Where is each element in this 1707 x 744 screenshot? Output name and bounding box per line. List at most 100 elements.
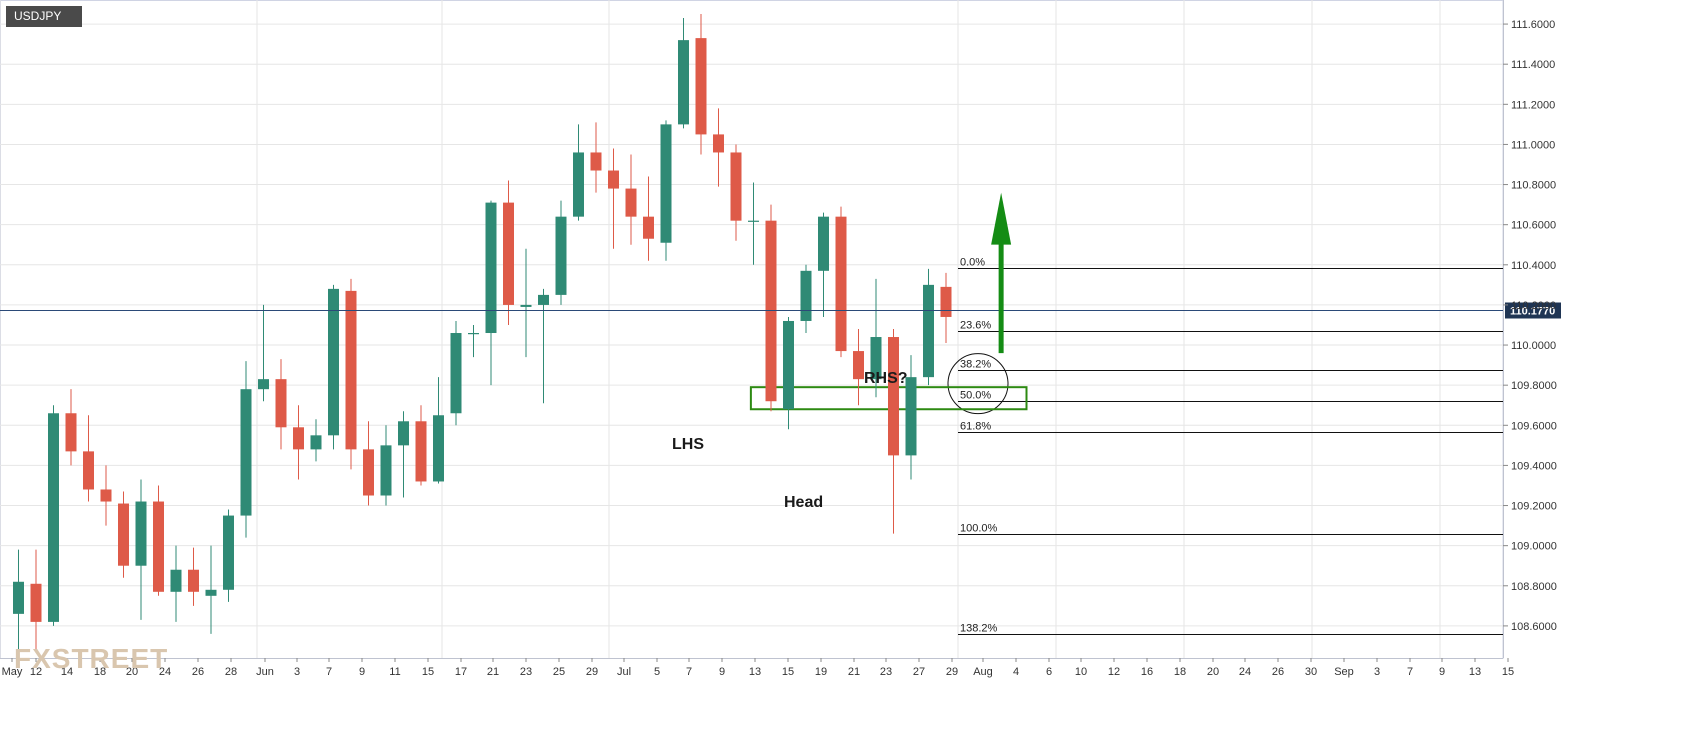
candle-body xyxy=(328,288,339,436)
candle-up xyxy=(748,182,759,265)
candle-down xyxy=(608,148,619,249)
candle-up xyxy=(223,509,234,602)
candle-up xyxy=(450,320,462,426)
watermark-logo: FXSTREET xyxy=(14,643,168,674)
price-tick-label: 110.2000 xyxy=(1511,300,1556,312)
candle-body xyxy=(363,449,374,496)
time-tick-label: 15 xyxy=(782,666,794,678)
candle-body xyxy=(695,38,707,135)
candle-down xyxy=(65,389,77,466)
time-tick-label: 4 xyxy=(1013,666,1019,678)
candle-down xyxy=(853,329,864,406)
symbol-badge[interactable]: USDJPY xyxy=(6,6,82,27)
time-tick-label: 16 xyxy=(1141,666,1153,678)
candle-up xyxy=(468,324,479,358)
candle-down xyxy=(940,272,952,344)
time-tick-label: 7 xyxy=(326,666,332,678)
time-tick-label: 12 xyxy=(1108,666,1120,678)
current-price-line: 110.1770 xyxy=(0,302,1561,319)
candle-up xyxy=(135,479,147,620)
candle-body xyxy=(100,489,112,502)
price-tick-label: 108.6000 xyxy=(1511,621,1557,633)
fib-level-label: 61.8% xyxy=(960,421,991,433)
candle-down xyxy=(118,491,129,578)
time-tick-label: 10 xyxy=(1075,666,1087,678)
time-axis[interactable]: May 12 14 18 20 24 26 28 Jun 3 7 9 11 15 17 21 23 25 29 Jul… xyxy=(0,658,1514,678)
time-tick-label: 13 xyxy=(749,666,761,678)
candle-body xyxy=(800,270,812,321)
time-tick-label: 9 xyxy=(719,666,725,678)
time-tick-label: 18 xyxy=(94,666,106,678)
candle-body xyxy=(345,290,357,450)
price-tick-label: 110.4000 xyxy=(1511,260,1556,272)
candle-up xyxy=(310,419,322,462)
fib-level-label: 38.2% xyxy=(960,359,991,371)
price-tick-label: 109.4000 xyxy=(1511,460,1557,472)
candle-body xyxy=(783,320,794,410)
candle-body xyxy=(258,379,269,390)
price-tick-label: 109.0000 xyxy=(1511,541,1557,553)
candle-body xyxy=(433,415,444,482)
candle-up xyxy=(520,248,532,358)
candle-body xyxy=(415,421,427,482)
annotations-layer: LHS Head RHS? xyxy=(672,370,908,511)
candle-down xyxy=(625,154,637,245)
price-tick-label: 109.6000 xyxy=(1511,420,1557,432)
time-tick-label: 9 xyxy=(359,666,365,678)
candle-body xyxy=(293,427,304,450)
candle-up xyxy=(870,278,882,398)
fib-level-label: 138.2% xyxy=(960,623,998,635)
candle-body xyxy=(83,451,94,490)
candle-body xyxy=(870,337,882,380)
candle-up xyxy=(485,200,497,386)
candle-down xyxy=(888,329,899,534)
candle-up xyxy=(433,377,444,484)
fib-level-label: 23.6% xyxy=(960,320,991,332)
time-tick-label: Aug xyxy=(973,666,993,678)
time-tick-label: 27 xyxy=(913,666,925,678)
time-tick-label: Jul xyxy=(617,666,631,678)
candle-body xyxy=(205,589,217,596)
candle-body xyxy=(170,569,182,592)
time-tick-label: May xyxy=(2,666,23,678)
time-tick-label: 3 xyxy=(1374,666,1380,678)
candle-up xyxy=(240,361,252,538)
candle-body xyxy=(538,294,549,305)
candle-body xyxy=(380,445,392,496)
candle-body xyxy=(503,202,514,305)
candle-body xyxy=(188,569,199,592)
time-tick-label: 30 xyxy=(1305,666,1317,678)
fib-level-label: 50.0% xyxy=(960,390,991,402)
current-price-label: 110.1770 xyxy=(1510,306,1555,318)
candle-down xyxy=(153,485,164,596)
candle-body xyxy=(625,188,637,217)
candle-up xyxy=(818,212,829,317)
time-tick-label: Jun xyxy=(256,666,274,678)
candle-body xyxy=(65,413,77,452)
candle-down xyxy=(415,405,427,486)
candle-body xyxy=(818,216,829,271)
time-tick-label: 21 xyxy=(848,666,860,678)
candle-body xyxy=(748,220,759,222)
candle-up xyxy=(783,316,794,430)
time-tick-label: 29 xyxy=(946,666,958,678)
time-tick-label: 14 xyxy=(61,666,73,678)
candle-down xyxy=(100,465,112,526)
candle-body xyxy=(713,134,724,153)
candle-down xyxy=(643,176,654,261)
price-tick-label: 110.8000 xyxy=(1511,180,1556,192)
candle-down xyxy=(590,122,602,193)
candle-down xyxy=(503,180,514,325)
candle-body xyxy=(853,351,864,380)
price-axis[interactable]: 111.6000 111.4000 111.2000 111.0000 110.8000… xyxy=(1503,0,1557,658)
candle-body xyxy=(468,333,479,335)
time-tick-label: 23 xyxy=(520,666,532,678)
time-tick-label: 28 xyxy=(225,666,237,678)
price-tick-label: 109.8000 xyxy=(1511,380,1557,392)
current-price-badge xyxy=(1505,302,1561,319)
candle-body xyxy=(678,40,689,125)
candle-up xyxy=(800,264,812,334)
candle-body xyxy=(240,389,252,516)
time-tick-label: 20 xyxy=(126,666,138,678)
candle-down xyxy=(695,14,707,155)
